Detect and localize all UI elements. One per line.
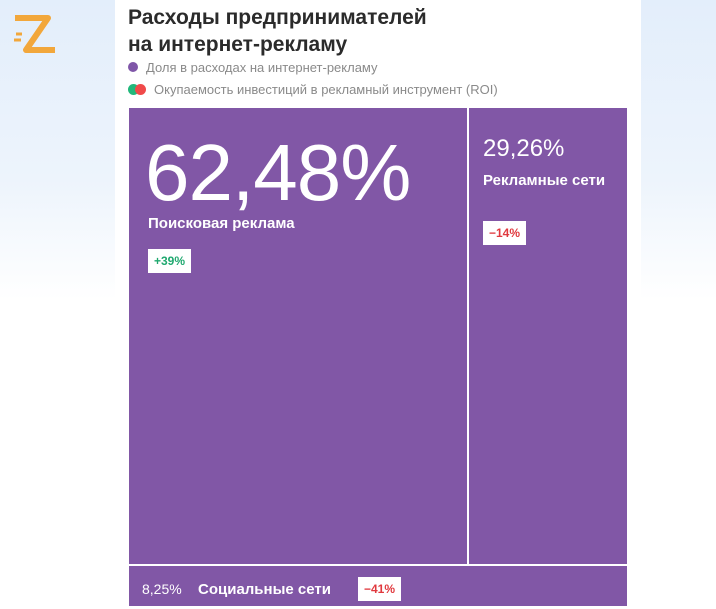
legend-share-swatch <box>128 62 138 72</box>
title-line-1: Расходы предпринимателей <box>128 6 427 29</box>
tile-ad-networks <box>469 108 627 564</box>
ad-networks-label: Рекламные сети <box>483 172 606 189</box>
legend-share-label: Доля в расходах на интернет-рекламу <box>146 59 378 75</box>
title-line-2: на интернет-рекламу <box>128 33 348 56</box>
social-networks-label: Социальные сети <box>198 581 331 598</box>
legend-share: Доля в расходах на интернет-рекламу <box>128 58 378 76</box>
ad-networks-value: 29,26% <box>483 135 565 162</box>
search-ads-label: Поисковая реклама <box>148 215 295 232</box>
social-networks-value: 8,25% <box>142 581 182 597</box>
legend-roi: Окупаемость инвестиций в рекламный инстр… <box>128 80 498 98</box>
legend-roi-label: Окупаемость инвестиций в рекламный инстр… <box>154 81 498 97</box>
tile-search-ads <box>129 108 467 564</box>
social-networks-roi-badge: −41% <box>358 577 402 601</box>
search-ads-roi-badge: +39% <box>148 249 192 273</box>
chart-title: Расходы предпринимателей на интернет-рек… <box>128 4 548 58</box>
search-ads-value: 62,48% <box>145 128 411 217</box>
z-logo-icon <box>14 15 55 53</box>
legend-roi-swatch <box>128 83 148 95</box>
ad-networks-roi-badge: −14% <box>483 221 527 245</box>
